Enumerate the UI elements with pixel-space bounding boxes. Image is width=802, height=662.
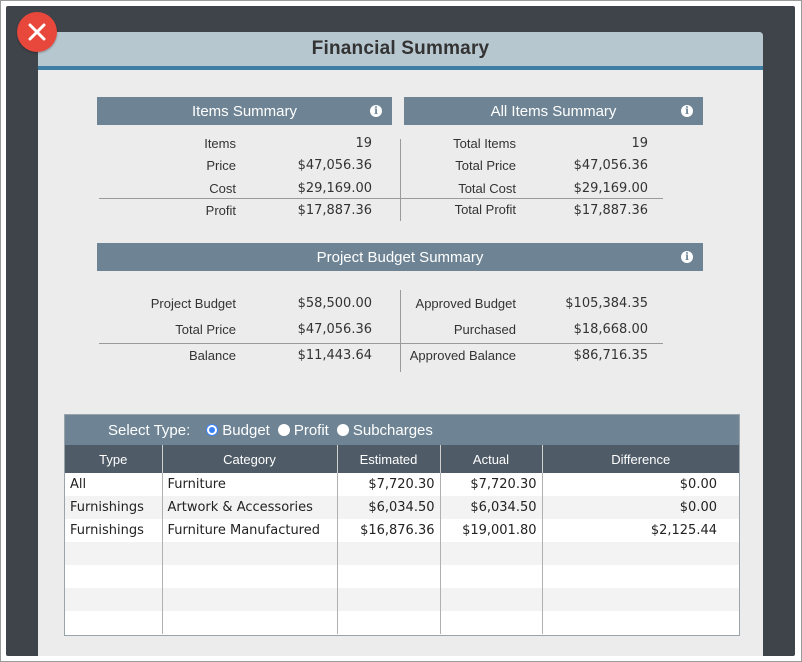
empty-row [65, 542, 739, 565]
price-label: Price [206, 158, 236, 173]
total-items-value: 19 [631, 136, 648, 151]
approved-budget-label: Approved Budget [415, 296, 516, 311]
cell-type: Furnishings [65, 496, 163, 519]
cell-category: Furniture [162, 473, 338, 496]
price-value: $47,056.36 [297, 158, 372, 173]
cost-label: Cost [209, 181, 236, 196]
table-header-row: Type Category Estimated Actual Differenc… [65, 445, 739, 473]
empty-row [65, 565, 739, 588]
cell-type: Furnishings [65, 519, 163, 542]
radio-profit[interactable]: Profit [277, 421, 329, 439]
approved-budget-value: $105,384.35 [565, 296, 648, 311]
project-budget-summary-header: Project Budget Summary i [97, 243, 703, 271]
modal-title: Financial Summary [311, 38, 490, 59]
items-summary-title: Items Summary [191, 102, 297, 120]
all-items-summary-title: All Items Summary [490, 102, 617, 120]
items-summary-header: Items Summary i [97, 97, 392, 125]
empty-row [65, 611, 739, 634]
radio-profit-label: Profit [293, 421, 329, 439]
radio-unselected-icon [336, 424, 349, 436]
total-items-label: Total Items [453, 136, 516, 151]
radio-selected-icon [206, 424, 219, 436]
budget-vertical-divider [400, 290, 401, 372]
approved-balance-value: $86,716.35 [573, 348, 648, 363]
approved-balance-label: Approved Balance [409, 348, 516, 363]
radio-budget-label: Budget [222, 421, 270, 439]
profit-label: Profit [205, 203, 236, 218]
items-value: 19 [355, 136, 372, 151]
radio-subcharges[interactable]: Subcharges [336, 421, 433, 439]
select-type-bar: Select Type: Budget Profit Subcharges [65, 415, 739, 445]
empty-row [65, 588, 739, 611]
radio-unselected-icon [277, 424, 290, 436]
cell-category: Furniture Manufactured [162, 519, 338, 542]
cell-actual: $6,034.50 [440, 496, 543, 519]
items-divider [99, 198, 401, 199]
financial-summary-modal: Financial Summary Items Summary i All It… [38, 32, 763, 656]
total-cost-label: Total Cost [458, 181, 516, 196]
col-header-type[interactable]: Type [65, 445, 163, 473]
total-price-value: $47,056.36 [297, 322, 372, 337]
balance-label: Balance [189, 348, 236, 363]
cell-difference: $2,125.44 [650, 523, 717, 538]
cell-estimated: $7,720.30 [337, 473, 441, 496]
profit-value: $17,887.36 [297, 203, 372, 218]
total-profit-value: $17,887.36 [573, 203, 648, 218]
col-header-difference[interactable]: Difference [542, 445, 739, 473]
cell-actual: $7,720.30 [440, 473, 543, 496]
all-items-summary-header: All Items Summary i [404, 97, 703, 125]
total-price-label: Total Price [455, 158, 516, 173]
table-row[interactable]: Furnishings Artwork & Accessories $6,034… [65, 496, 739, 519]
all-items-divider [401, 198, 663, 199]
total-profit-label: Total Profit [454, 202, 516, 217]
budget-grid: Select Type: Budget Profit Subcharges [64, 414, 740, 636]
cost-value: $29,169.00 [297, 181, 372, 196]
balance-value: $11,443.64 [297, 348, 372, 363]
budget-table: Type Category Estimated Actual Differenc… [65, 445, 739, 634]
cell-category: Artwork & Accessories [162, 496, 338, 519]
summary-vertical-divider [400, 139, 401, 221]
col-header-estimated[interactable]: Estimated [337, 445, 441, 473]
project-budget-summary-title: Project Budget Summary [316, 248, 484, 266]
total-price-label: Total Price [175, 322, 236, 337]
total-cost-value: $29,169.00 [573, 181, 648, 196]
modal-header: Financial Summary [38, 32, 763, 70]
radio-budget[interactable]: Budget [206, 422, 270, 439]
cell-difference: $0.00 [542, 496, 739, 519]
table-row[interactable]: All Furniture $7,720.30 $7,720.30 $0.00 [65, 473, 739, 496]
cell-type: All [65, 473, 163, 496]
project-budget-value: $58,500.00 [297, 296, 372, 311]
cell-estimated: $6,034.50 [337, 496, 441, 519]
purchased-label: Purchased [453, 322, 516, 337]
col-header-actual[interactable]: Actual [440, 445, 543, 473]
total-price-value: $47,056.36 [573, 158, 648, 173]
close-button[interactable] [17, 12, 57, 52]
cell-difference: $0.00 [679, 477, 717, 492]
items-label: Items [204, 136, 236, 151]
project-budget-label: Project Budget [150, 296, 236, 311]
select-type-label: Select Type: [108, 421, 191, 439]
info-icon[interactable]: i [370, 105, 382, 117]
table-row[interactable]: Furnishings Furniture Manufactured $16,8… [65, 519, 739, 542]
info-icon[interactable]: i [681, 105, 693, 117]
close-icon [28, 23, 46, 41]
info-icon[interactable]: i [681, 251, 693, 263]
radio-subcharges-label: Subcharges [352, 421, 433, 439]
cell-actual: $19,001.80 [440, 519, 543, 542]
col-header-category[interactable]: Category [162, 445, 338, 473]
budget-divider [99, 343, 663, 344]
cell-estimated: $16,876.36 [337, 519, 441, 542]
purchased-value: $18,668.00 [573, 322, 648, 337]
